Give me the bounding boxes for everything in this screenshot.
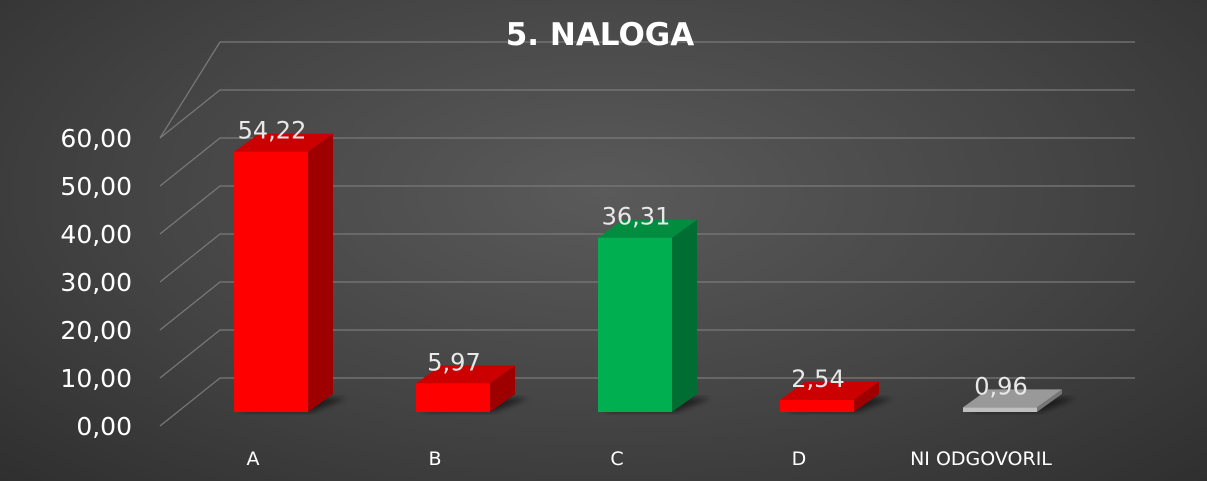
gridline: [159, 137, 1135, 187]
bar-top: [416, 365, 515, 384]
data-label: 2,54: [791, 365, 844, 393]
gridline: [159, 329, 1135, 379]
y-tick-label: 40,00: [60, 220, 132, 249]
data-label: 0,96: [974, 372, 1027, 400]
chart-title: 5. NALOGA: [506, 17, 695, 53]
bar-top: [963, 389, 1062, 408]
x-tick-label: NI ODGOVORIL: [910, 448, 1052, 470]
bar: [963, 407, 1037, 412]
bars: [234, 133, 1076, 412]
gridline: [159, 281, 1135, 331]
y-tick-label: 60,00: [60, 124, 132, 153]
bar: [780, 399, 854, 412]
x-tick-label: B: [428, 448, 441, 470]
data-label: 54,22: [238, 117, 307, 145]
bar-top: [780, 381, 879, 400]
x-tick-label: D: [792, 448, 807, 470]
bar: [234, 151, 308, 412]
data-label: 5,97: [427, 348, 480, 376]
bar-side: [490, 365, 515, 412]
gridline: [159, 41, 221, 139]
y-tick-label: 0,00: [76, 412, 132, 441]
data-labels: 54,22 5,97 36,31 2,54 0,96: [238, 117, 1028, 401]
y-tick-label: 10,00: [60, 364, 132, 393]
data-label: 36,31: [602, 203, 671, 231]
bar-side: [1037, 389, 1062, 412]
bar: [416, 383, 490, 412]
gridlines: [159, 41, 1135, 427]
gridline: [159, 185, 1135, 235]
y-tick-label: 20,00: [60, 316, 132, 345]
bar-side: [672, 219, 697, 412]
x-axis-ticks: A B C D NI ODGOVORIL: [247, 448, 1053, 470]
bar-side: [854, 381, 879, 412]
y-axis-ticks: 0,00 10,00 20,00 30,00 40,00 50,00 60,00: [60, 124, 132, 441]
bar-top: [598, 219, 697, 238]
y-tick-label: 50,00: [60, 172, 132, 201]
bar: [598, 237, 672, 412]
gridline: [159, 233, 1135, 283]
bar-top: [234, 133, 333, 152]
y-tick-label: 30,00: [60, 268, 132, 297]
bar-side: [308, 133, 333, 412]
x-tick-label: C: [610, 448, 623, 470]
x-tick-label: A: [247, 448, 260, 470]
gridline: [159, 377, 1135, 427]
gridline: [159, 89, 1135, 139]
